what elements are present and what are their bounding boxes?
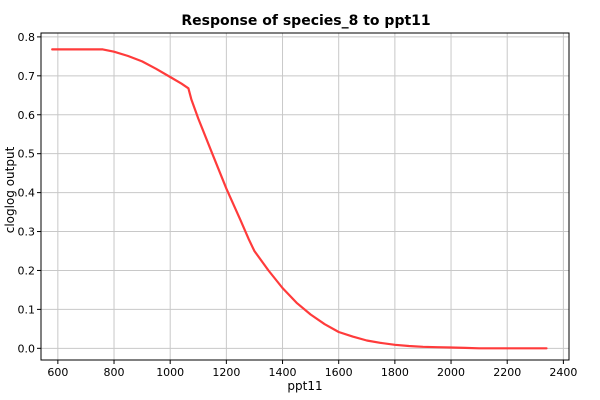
x-tick-label: 800 [104,366,125,379]
y-tick-label: 0.7 [18,70,36,83]
series-group [51,48,548,350]
y-tick-label: 0.0 [18,342,36,355]
x-tick-label: 1800 [381,366,409,379]
y-tick-label: 0.2 [18,264,36,277]
y-tick-label: 0.1 [18,303,36,316]
y-tick-label: 0.6 [18,109,36,122]
plot-area [40,32,570,361]
y-tick-label: 0.8 [18,31,36,44]
x-tick-label: 2400 [549,366,577,379]
grid [41,33,569,360]
x-tick-label: 600 [47,366,68,379]
y-axis-label: cloglog output [3,146,17,233]
x-tick-label: 1000 [156,366,184,379]
axis-ticks: 600 800 1000 1200 1400 1600 1800 2000 2200 2400 0.… [18,31,578,379]
x-tick-label: 1600 [325,366,353,379]
x-tick-label: 1400 [269,366,297,379]
response-line [51,48,548,350]
y-tick-label: 0.4 [18,187,36,200]
chart-title: Response of species_8 to ppt11 [181,13,430,29]
y-tick-label: 0.3 [18,226,36,239]
y-tick-label: 0.5 [18,148,36,161]
x-axis-label: ppt11 [287,379,322,393]
x-tick-label: 2200 [493,366,521,379]
x-tick-label: 1200 [212,366,240,379]
x-tick-label: 2000 [437,366,465,379]
